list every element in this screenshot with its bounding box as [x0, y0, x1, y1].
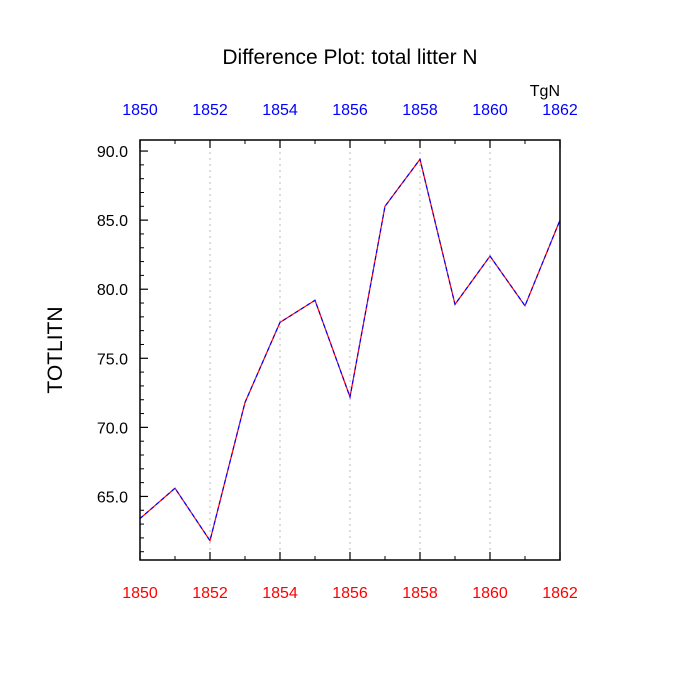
x-tick-label-bottom: 1852: [192, 585, 228, 602]
x-tick-label-top: 1860: [472, 102, 508, 119]
x-tick-label-bottom: 1860: [472, 585, 508, 602]
x-tick-label-top: 1852: [192, 102, 228, 119]
x-tick-label-top: 1858: [402, 102, 438, 119]
y-tick-label: 65.0: [97, 489, 128, 506]
y-tick-label: 70.0: [97, 420, 128, 437]
units-label: TgN: [530, 83, 560, 100]
y-tick-label: 85.0: [97, 213, 128, 230]
y-tick-label: 80.0: [97, 282, 128, 299]
x-tick-label-bottom: 1858: [402, 585, 438, 602]
x-tick-label-bottom: 1856: [332, 585, 368, 602]
y-tick-label: 90.0: [97, 144, 128, 161]
chart-title: Difference Plot: total litter N: [222, 46, 477, 69]
series-layer: [139, 157, 561, 543]
x-tick-label-bottom: 1862: [542, 585, 578, 602]
x-tick-label-top: 1862: [542, 102, 578, 119]
x-tick-label-top: 1850: [122, 102, 158, 119]
x-tick-label-bottom: 1854: [262, 585, 298, 602]
tick-labels: 1850 1850 1852 1852 1854 1854 1856 1856 1858 1858…: [97, 102, 578, 602]
series-line-b: [139, 157, 561, 543]
x-tick-label-top: 1856: [332, 102, 368, 119]
grid-lines: [209, 140, 491, 560]
plot-frame: [139, 139, 561, 561]
x-tick-label-bottom: 1850: [122, 585, 158, 602]
x-tick-label-top: 1854: [262, 102, 298, 119]
y-tick-label: 75.0: [97, 351, 128, 368]
y-axis-label: TOTLITN: [44, 306, 67, 393]
